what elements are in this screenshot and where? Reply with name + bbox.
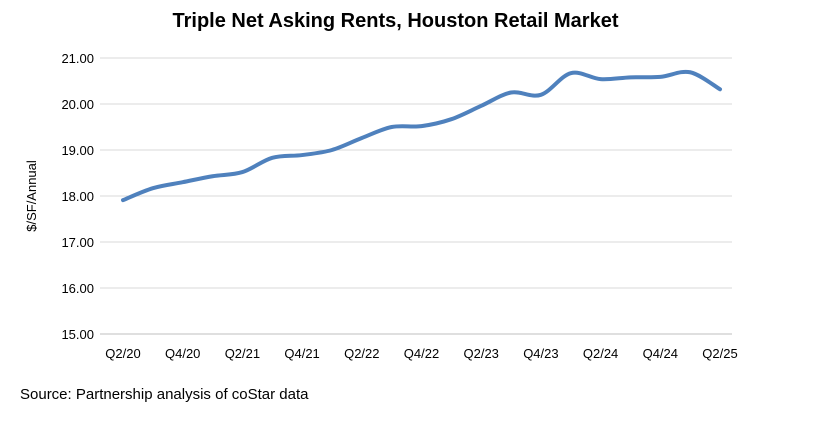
y-tick-label: 15.00: [61, 327, 94, 342]
y-tick-label: 21.00: [61, 51, 94, 66]
x-tick-label: Q4/24: [643, 346, 678, 361]
y-tick-label: 19.00: [61, 143, 94, 158]
y-axis-label: $/SF/Annual: [24, 160, 39, 232]
x-tick-label: Q2/25: [702, 346, 737, 361]
x-tick-label: Q2/21: [225, 346, 260, 361]
x-tick-label: Q4/20: [165, 346, 200, 361]
x-tick-label: Q2/23: [463, 346, 498, 361]
x-tick-label: Q2/20: [105, 346, 140, 361]
y-tick-label: 16.00: [61, 281, 94, 296]
source-note: Source: Partnership analysis of coStar d…: [20, 386, 309, 403]
y-tick-label: 18.00: [61, 189, 94, 204]
series-line: [121, 69, 722, 203]
chart-title: Triple Net Asking Rents, Houston Retail …: [172, 10, 619, 32]
x-tick-label: Q2/22: [344, 346, 379, 361]
x-tick-label: Q4/21: [284, 346, 319, 361]
x-tick-label: Q4/22: [404, 346, 439, 361]
y-tick-label: 20.00: [61, 97, 94, 112]
y-tick-label: 17.00: [61, 235, 94, 250]
x-tick-label: Q2/24: [583, 346, 618, 361]
x-tick-label: Q4/23: [523, 346, 558, 361]
